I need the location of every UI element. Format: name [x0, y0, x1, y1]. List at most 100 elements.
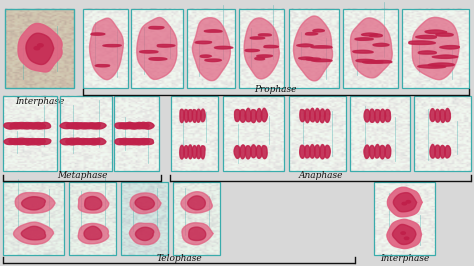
Polygon shape [137, 18, 177, 80]
Polygon shape [157, 44, 175, 47]
Polygon shape [72, 123, 84, 129]
Polygon shape [409, 41, 435, 44]
Polygon shape [300, 110, 305, 122]
Polygon shape [130, 193, 161, 214]
Bar [83, 9, 128, 88]
Polygon shape [440, 45, 459, 49]
Polygon shape [256, 109, 262, 122]
Polygon shape [353, 50, 373, 53]
Polygon shape [21, 226, 46, 240]
Bar [3, 182, 64, 255]
Polygon shape [325, 109, 330, 122]
Polygon shape [320, 145, 325, 159]
Polygon shape [93, 123, 106, 129]
Polygon shape [4, 123, 17, 129]
Bar [350, 96, 410, 171]
Polygon shape [313, 29, 324, 32]
Polygon shape [139, 51, 158, 53]
Polygon shape [84, 226, 102, 240]
Polygon shape [350, 18, 392, 78]
Bar [114, 96, 159, 171]
Bar [114, 96, 159, 171]
Polygon shape [246, 146, 251, 159]
Text: Interphase: Interphase [380, 253, 429, 263]
Polygon shape [66, 123, 78, 129]
Polygon shape [255, 58, 264, 60]
Polygon shape [440, 146, 445, 158]
Bar [223, 96, 284, 171]
Polygon shape [136, 227, 154, 240]
Polygon shape [188, 196, 205, 210]
Polygon shape [72, 138, 84, 144]
Polygon shape [325, 145, 330, 158]
Polygon shape [311, 46, 332, 48]
Polygon shape [77, 139, 89, 145]
Text: Telophase: Telophase [156, 253, 202, 263]
Polygon shape [436, 33, 453, 36]
Polygon shape [181, 192, 212, 213]
Circle shape [34, 47, 40, 50]
Polygon shape [103, 45, 121, 47]
Polygon shape [66, 138, 78, 145]
Polygon shape [149, 58, 167, 60]
Bar [223, 96, 284, 171]
Polygon shape [392, 225, 416, 244]
Bar [121, 182, 168, 255]
Bar [3, 182, 64, 255]
Polygon shape [27, 123, 39, 129]
Polygon shape [129, 223, 160, 245]
Bar [402, 9, 469, 88]
Bar [343, 9, 398, 88]
Bar [171, 96, 218, 171]
Polygon shape [78, 193, 109, 213]
Polygon shape [83, 123, 94, 129]
Polygon shape [138, 122, 149, 129]
Polygon shape [192, 146, 197, 158]
Polygon shape [78, 223, 109, 244]
Text: Metaphase: Metaphase [57, 171, 107, 180]
Polygon shape [363, 61, 383, 63]
Polygon shape [133, 122, 144, 129]
Polygon shape [88, 139, 100, 145]
Polygon shape [369, 146, 375, 159]
Polygon shape [205, 59, 221, 61]
Bar [374, 182, 436, 255]
Bar [3, 96, 57, 171]
Polygon shape [120, 138, 130, 145]
Polygon shape [4, 139, 17, 144]
Polygon shape [257, 55, 273, 57]
Polygon shape [258, 34, 271, 36]
Polygon shape [195, 41, 211, 44]
Polygon shape [88, 123, 100, 129]
Polygon shape [244, 18, 279, 79]
Polygon shape [445, 146, 451, 158]
Polygon shape [188, 110, 192, 122]
Polygon shape [369, 34, 383, 37]
Polygon shape [297, 44, 313, 47]
Bar [239, 9, 284, 88]
Polygon shape [9, 139, 22, 145]
Polygon shape [180, 109, 184, 123]
Polygon shape [38, 139, 51, 144]
Polygon shape [315, 145, 320, 158]
Polygon shape [204, 30, 222, 32]
Bar [69, 182, 117, 255]
Polygon shape [184, 146, 189, 158]
Polygon shape [16, 138, 28, 144]
Polygon shape [214, 46, 233, 49]
Polygon shape [124, 122, 135, 129]
Bar [83, 9, 128, 88]
Polygon shape [261, 108, 267, 122]
Polygon shape [435, 109, 440, 122]
Polygon shape [440, 110, 445, 123]
Polygon shape [362, 33, 378, 36]
Polygon shape [21, 123, 34, 129]
Polygon shape [245, 108, 251, 122]
Circle shape [404, 237, 409, 240]
Polygon shape [300, 145, 305, 158]
Polygon shape [305, 32, 318, 35]
Polygon shape [200, 55, 211, 57]
Polygon shape [310, 145, 315, 158]
Polygon shape [435, 145, 440, 158]
Polygon shape [21, 139, 34, 145]
